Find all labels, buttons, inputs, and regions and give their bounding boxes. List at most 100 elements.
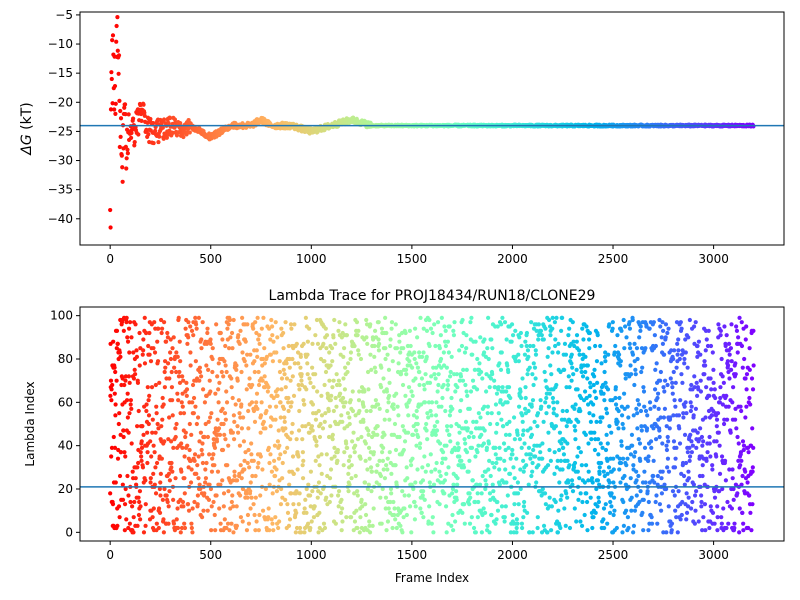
lambda-point xyxy=(620,456,626,461)
lambda-point xyxy=(689,439,694,444)
lambda-point xyxy=(672,493,677,498)
lambda-point xyxy=(229,376,234,381)
lambda-point xyxy=(236,430,241,435)
lambda-point xyxy=(192,452,198,457)
lambda-point xyxy=(521,458,526,463)
lambda-point xyxy=(510,447,515,453)
lambda-point xyxy=(550,326,555,331)
lambda-point xyxy=(207,378,212,383)
lambda-point xyxy=(153,465,158,470)
lambda-point xyxy=(475,515,480,520)
lambda-point xyxy=(367,530,373,535)
lambda-point xyxy=(114,328,120,333)
lambda-point xyxy=(609,430,614,435)
lambda-point xyxy=(206,367,211,372)
lambda-point xyxy=(127,411,132,416)
lambda-point xyxy=(490,346,495,351)
lambda-point xyxy=(715,504,720,509)
lambda-point xyxy=(200,441,205,446)
lambda-point xyxy=(611,456,616,461)
lambda-point xyxy=(428,408,433,414)
lambda-point xyxy=(422,400,428,405)
lambda-point xyxy=(389,491,394,496)
lambda-point xyxy=(627,341,632,346)
lambda-point xyxy=(275,439,281,444)
lambda-point xyxy=(208,341,213,346)
lambda-point xyxy=(552,450,557,455)
lambda-point xyxy=(273,320,278,325)
lambda-point xyxy=(636,437,641,442)
lambda-point xyxy=(135,424,140,429)
lambda-point xyxy=(423,372,428,377)
lambda-point xyxy=(403,393,408,398)
lambda-point xyxy=(475,450,480,455)
lambda-point xyxy=(674,365,679,370)
lambda-point xyxy=(222,359,227,364)
lambda-point xyxy=(406,413,411,418)
lambda-point xyxy=(336,489,342,494)
lambda-point xyxy=(605,387,611,392)
lambda-point xyxy=(747,367,752,372)
lambda-point xyxy=(378,473,384,479)
x-tick-label: 500 xyxy=(199,252,222,266)
lambda-point xyxy=(516,502,521,507)
lambda-point xyxy=(559,328,564,333)
lambda-point xyxy=(747,493,752,498)
lambda-point xyxy=(739,458,744,463)
lambda-point xyxy=(718,333,723,338)
lambda-point xyxy=(584,499,590,505)
lambda-point xyxy=(358,356,364,362)
lambda-point xyxy=(638,458,643,463)
lambda-point xyxy=(189,467,194,472)
lambda-point xyxy=(339,497,344,502)
lambda-point xyxy=(254,391,260,396)
lambda-point xyxy=(300,450,305,455)
lambda-point xyxy=(681,415,686,420)
lambda-point xyxy=(631,523,637,528)
lambda-point xyxy=(223,343,228,349)
lambda-point xyxy=(678,398,683,403)
lambda-point xyxy=(422,387,427,392)
lambda-point xyxy=(413,376,418,381)
lambda-point xyxy=(112,391,117,396)
x-tick-label: 2000 xyxy=(497,252,528,266)
lambda-point xyxy=(521,504,527,509)
lambda-point xyxy=(424,328,430,333)
lambda-point xyxy=(281,406,287,411)
lambda-point xyxy=(506,385,512,390)
lambda-point xyxy=(638,489,643,494)
y-tick-label: 100 xyxy=(50,309,73,323)
lambda-point xyxy=(393,517,398,522)
lambda-point xyxy=(189,328,195,333)
lambda-point xyxy=(222,411,228,416)
lambda-point xyxy=(372,328,378,333)
lambda-point xyxy=(421,515,426,520)
lambda-point xyxy=(284,376,290,381)
lambda-point xyxy=(190,506,195,511)
lambda-point xyxy=(183,326,188,331)
lambda-point xyxy=(179,400,184,405)
lambda-point xyxy=(174,517,179,522)
lambda-point xyxy=(567,385,572,390)
lambda-point xyxy=(352,343,357,349)
lambda-point xyxy=(129,406,134,411)
lambda-point xyxy=(273,473,278,479)
lambda-point xyxy=(510,333,516,338)
lambda-point xyxy=(422,497,427,502)
lambda-point xyxy=(272,458,277,463)
lambda-point xyxy=(475,356,480,362)
lambda-point xyxy=(501,441,507,446)
lambda-point xyxy=(144,408,149,414)
x-tick-label: 2500 xyxy=(598,548,629,562)
lambda-point xyxy=(461,465,467,470)
lambda-point xyxy=(698,426,703,431)
lambda-point xyxy=(414,361,419,366)
lambda-point xyxy=(190,400,195,405)
lambda-point xyxy=(248,489,253,494)
lambda-point xyxy=(613,343,618,349)
lambda-point xyxy=(305,361,310,366)
lambda-point xyxy=(328,363,333,368)
lambda-point xyxy=(525,372,530,377)
lambda-point xyxy=(514,530,519,535)
